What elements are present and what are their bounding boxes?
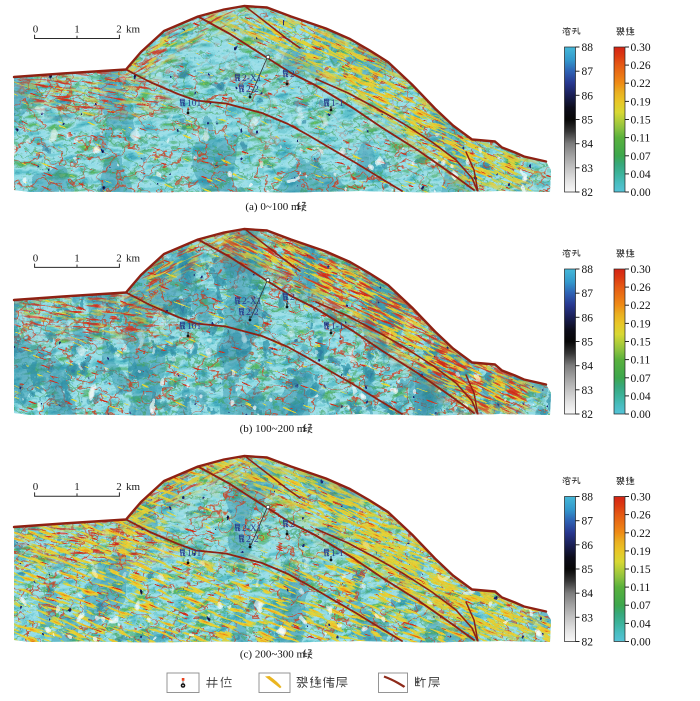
svg-text:0: 0 [33,252,39,264]
svg-text:86: 86 [582,312,594,324]
svg-text:88: 88 [582,42,594,54]
svg-text:2-X1: 2-X1 [242,74,262,84]
svg-text:0.19: 0.19 [631,318,651,330]
svg-text:2-X1: 2-X1 [242,524,262,534]
svg-text:km: km [126,24,141,36]
svg-text:0.22: 0.22 [631,528,651,540]
svg-text:0.30: 0.30 [631,492,651,504]
svg-text:0.04: 0.04 [631,169,651,181]
svg-text:2: 2 [290,70,295,80]
svg-text:2: 2 [116,481,122,493]
svg-text:2: 2 [290,520,295,530]
svg-text:0.00: 0.00 [631,187,651,199]
svg-text:0.26: 0.26 [631,282,651,294]
svg-text:km: km [126,481,141,493]
svg-text:(a) 0~100 m: (a) 0~100 m [245,201,300,213]
svg-text:2-2: 2-2 [246,85,259,95]
svg-text:85: 85 [582,115,594,127]
svg-text:87: 87 [582,516,594,528]
svg-text:2: 2 [290,293,295,303]
svg-text:0.26: 0.26 [631,510,651,522]
svg-text:0.22: 0.22 [631,300,651,312]
svg-text:0.30: 0.30 [631,42,651,54]
svg-text:84: 84 [582,588,594,600]
svg-text:86: 86 [582,90,594,102]
svg-text:0.19: 0.19 [631,96,651,108]
svg-text:87: 87 [582,66,594,78]
svg-text:2-2: 2-2 [246,535,259,545]
svg-text:1: 1 [74,24,80,36]
svg-text:82: 82 [582,187,594,199]
svg-text:0: 0 [33,481,39,493]
svg-text:1: 1 [74,481,80,493]
svg-text:(b) 100~200 m: (b) 100~200 m [240,423,306,435]
svg-text:0.15: 0.15 [631,564,651,576]
svg-text:101: 101 [187,322,202,332]
svg-text:0.00: 0.00 [631,409,651,421]
svg-text:0.26: 0.26 [631,60,651,72]
svg-text:1-1: 1-1 [331,99,344,109]
svg-text:83: 83 [582,612,594,624]
svg-text:(c) 200~300 m: (c) 200~300 m [240,649,306,661]
svg-text:2: 2 [116,252,122,264]
svg-text:0: 0 [33,24,39,36]
svg-text:0.11: 0.11 [631,582,651,594]
svg-text:1: 1 [74,252,80,264]
svg-text:0.00: 0.00 [631,637,651,649]
svg-text:101: 101 [187,549,202,559]
svg-text:82: 82 [582,409,594,421]
svg-text:83: 83 [582,163,594,175]
svg-text:83: 83 [582,385,594,397]
svg-text:2-X1: 2-X1 [242,297,262,307]
svg-text:2: 2 [116,24,122,36]
svg-text:0.07: 0.07 [631,373,651,385]
svg-text:0.15: 0.15 [631,115,651,127]
svg-text:0.07: 0.07 [631,600,651,612]
svg-text:0.30: 0.30 [631,264,651,276]
svg-text:0.11: 0.11 [631,355,651,367]
svg-text:85: 85 [582,564,594,576]
svg-text:0.15: 0.15 [631,337,651,349]
svg-text:0.04: 0.04 [631,391,651,403]
svg-text:85: 85 [582,337,594,349]
svg-text:0.19: 0.19 [631,546,651,558]
svg-text:0.22: 0.22 [631,78,651,90]
svg-text:km: km [126,252,141,264]
svg-text:84: 84 [582,139,594,151]
svg-text:82: 82 [582,637,594,649]
svg-text:88: 88 [582,492,594,504]
svg-text:1-1: 1-1 [331,322,344,332]
svg-text:87: 87 [582,288,594,300]
svg-text:1-1: 1-1 [331,549,344,559]
svg-text:0.07: 0.07 [631,151,651,163]
svg-text:2-2: 2-2 [246,308,259,318]
svg-text:0.11: 0.11 [631,133,651,145]
svg-text:88: 88 [582,264,594,276]
svg-text:0.04: 0.04 [631,618,651,630]
svg-text:101: 101 [187,99,202,109]
svg-text:84: 84 [582,361,594,373]
svg-text:86: 86 [582,540,594,552]
